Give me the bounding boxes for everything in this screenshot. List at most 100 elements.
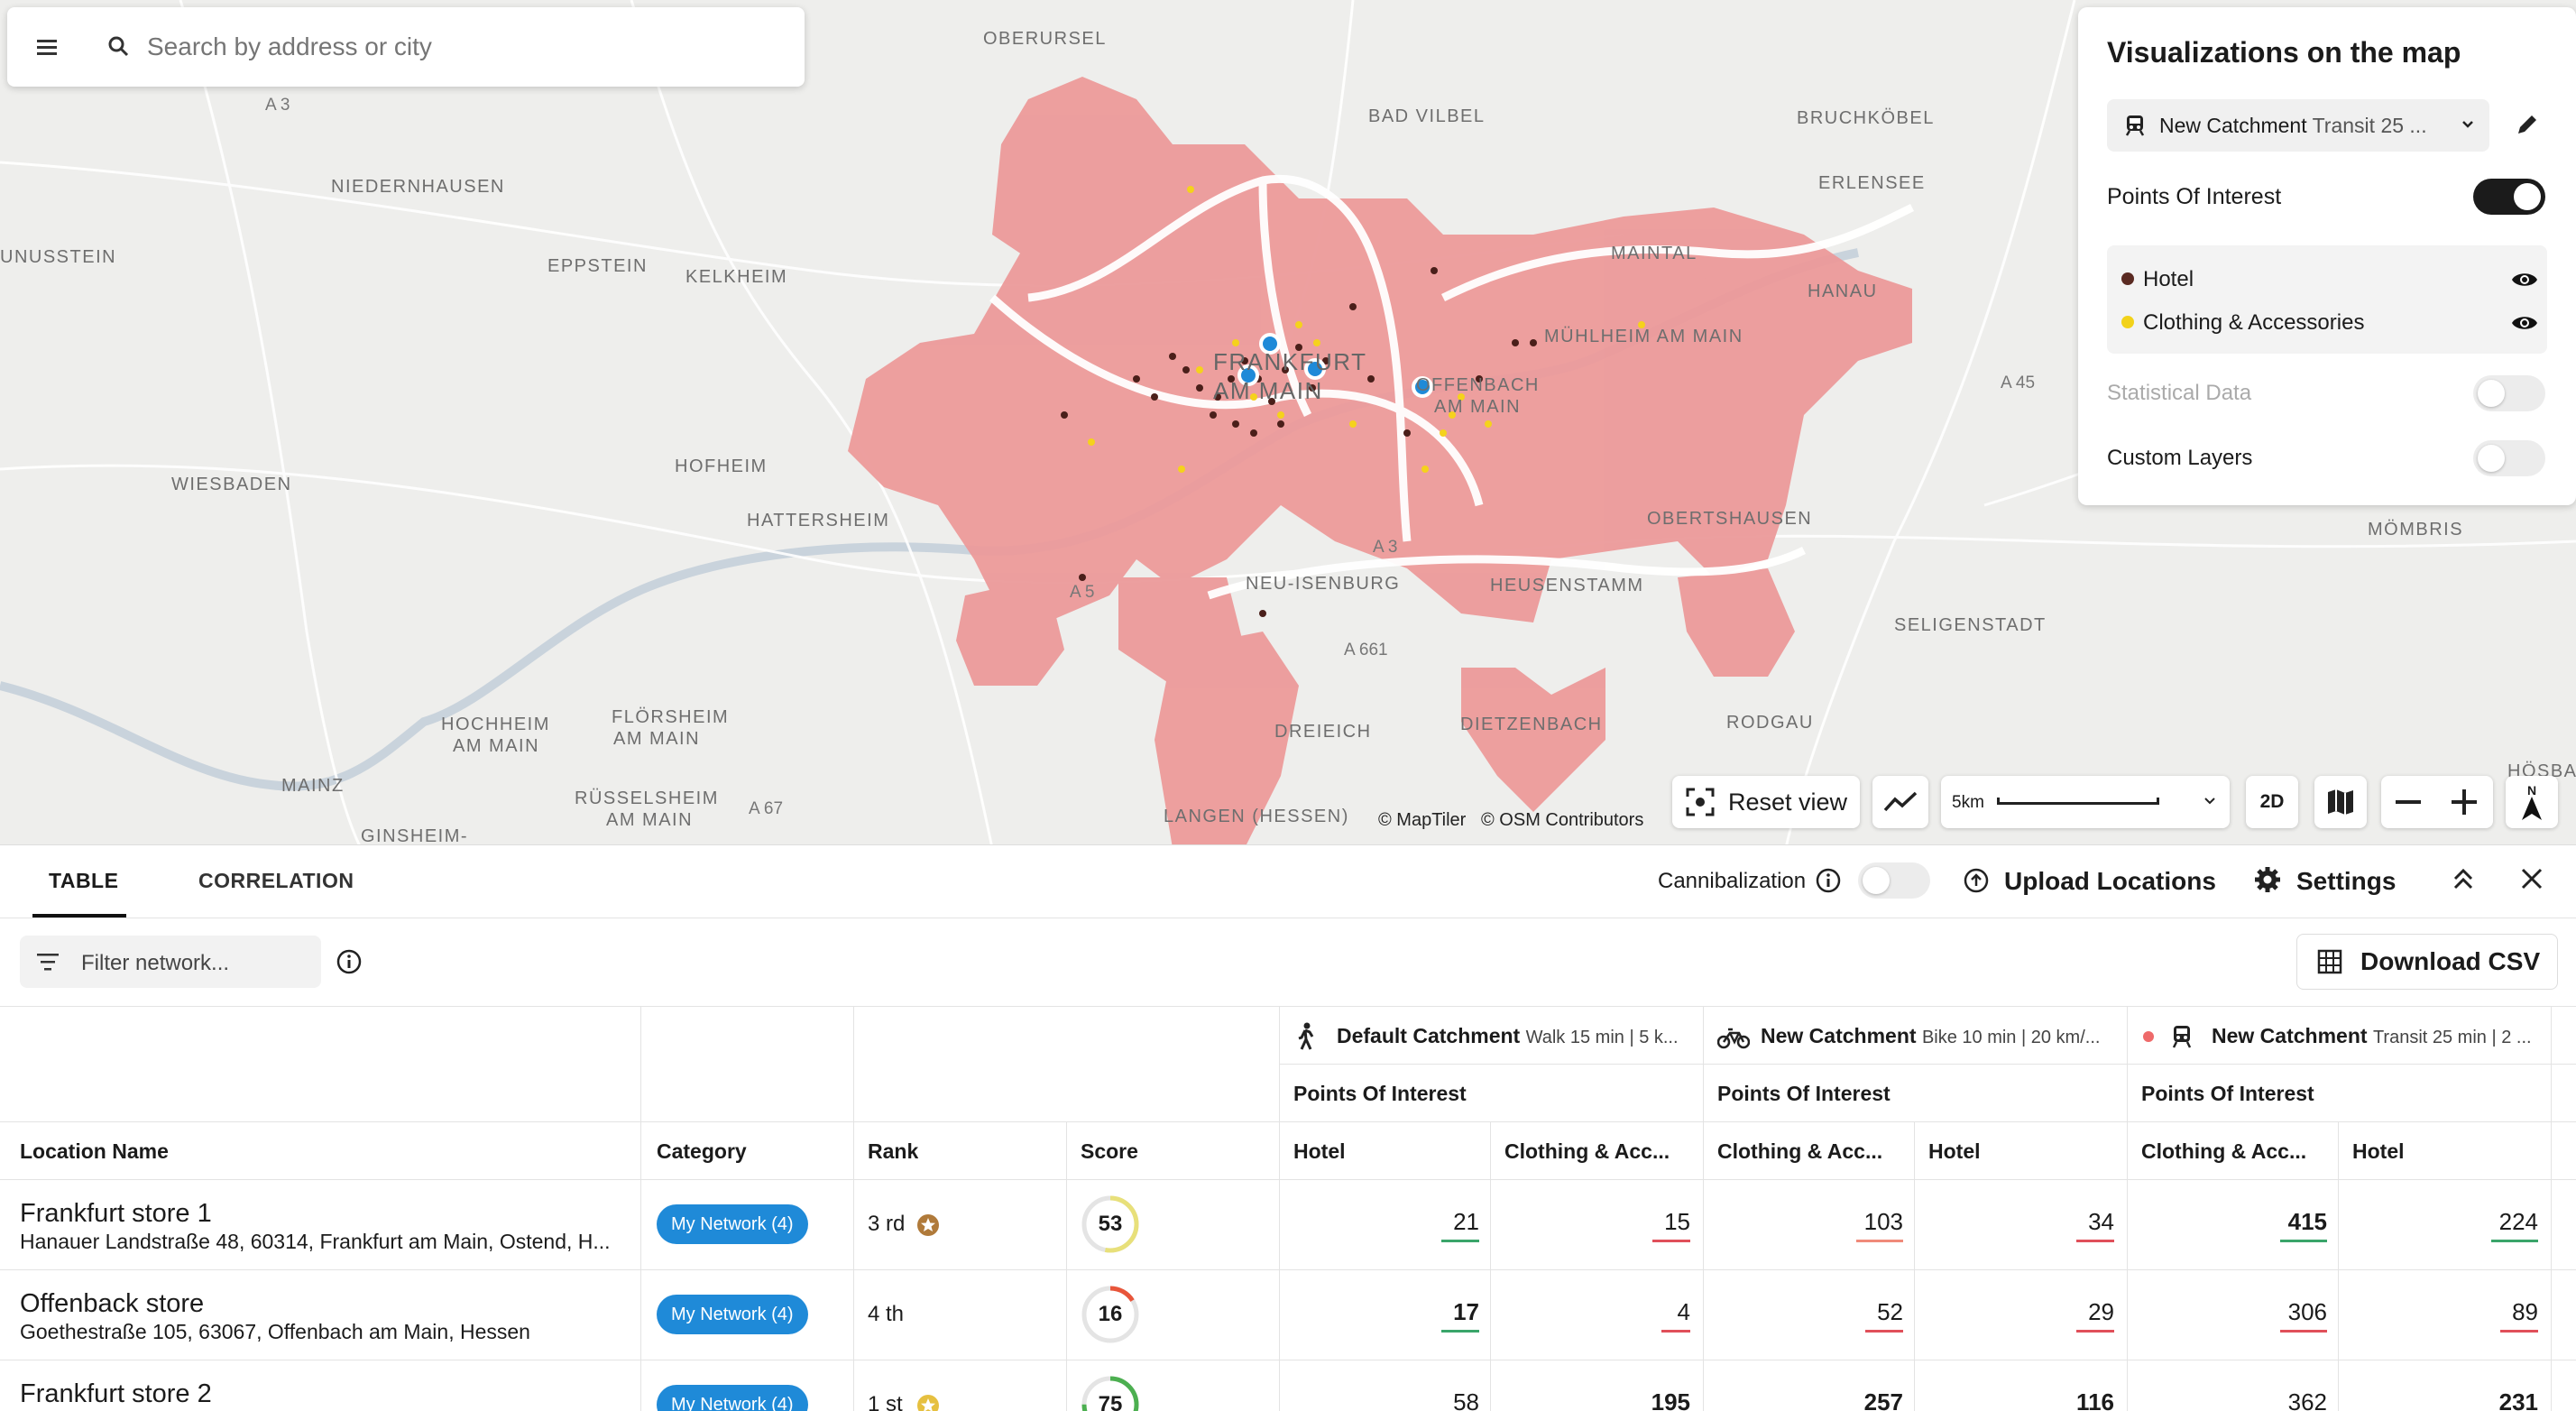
table-divider (1279, 1064, 2576, 1065)
column-divider (853, 1006, 854, 1411)
metric-value: 415 (2246, 1208, 2327, 1242)
metric-number: 116 (2076, 1388, 2114, 1411)
menu-icon[interactable] (34, 34, 60, 60)
eye-icon[interactable] (2511, 312, 2538, 338)
eye-icon[interactable] (2511, 269, 2538, 295)
column-header-hotel[interactable]: Hotel (1293, 1139, 1346, 1163)
metric-value: 52 (1822, 1298, 1903, 1333)
column-header-category[interactable]: Category (657, 1139, 747, 1163)
cannibalization-toggle[interactable] (1858, 862, 1930, 899)
chevron-down-icon (2203, 794, 2217, 813)
location-address: Goethestraße 105, 63067, Offenbach am Ma… (20, 1320, 530, 1343)
poi-toggle[interactable] (2473, 179, 2545, 215)
metric-number: 4 (1677, 1298, 1690, 1325)
road-label: A 5 (1070, 583, 1095, 602)
catchment-header-2: New Catchment Bike 10 min | 20 km/... (1761, 1024, 2118, 1048)
metric-value: 17 (1398, 1298, 1479, 1333)
metric-value: 362 (2246, 1388, 2327, 1411)
metric-underline (2280, 1330, 2327, 1333)
column-header-location[interactable]: Location Name (20, 1139, 169, 1163)
column-divider (2127, 1006, 2128, 1411)
location-name[interactable]: Frankfurt store 1 (20, 1199, 212, 1228)
zoom-out-icon[interactable] (2390, 787, 2426, 817)
town-label: FRANKFURT (1213, 348, 1367, 375)
download-csv-button[interactable]: Download CSV (2296, 934, 2558, 990)
metric-value: 231 (2457, 1388, 2538, 1411)
category-badge[interactable]: My Network (4) (657, 1204, 808, 1244)
compass-button[interactable]: N (2506, 776, 2558, 828)
road-label: A 67 (749, 799, 784, 818)
hotel-dot-icon (2121, 272, 2134, 285)
catchment-detail: Walk 15 min | 5 k... (1525, 1028, 1679, 1047)
metric-underline (2076, 1330, 2114, 1333)
metric-number: 224 (2498, 1208, 2538, 1235)
osm-attribution[interactable]: © OSM Contributors (1481, 810, 1644, 830)
download-csv-label: Download CSV (2360, 947, 2541, 975)
settings-button[interactable]: Settings (2296, 867, 2397, 895)
column-header-clothing[interactable]: Clothing & Acc... (1717, 1139, 1883, 1163)
town-label: BRUCHKÖBEL (1797, 108, 1935, 128)
column-divider (1703, 1006, 1704, 1411)
town-label: KELKHEIM (685, 267, 788, 287)
location-name[interactable]: Offenback store (20, 1289, 205, 1318)
metric-number: 415 (2287, 1208, 2327, 1235)
town-label: RODGAU (1726, 713, 1814, 733)
column-divider (1066, 1121, 1067, 1411)
catchment-name: New Catchment (1761, 1024, 1917, 1047)
town-label: GINSHEIM- (361, 826, 469, 846)
town-label: ERLENSEE (1818, 173, 1926, 193)
custom-layers-toggle[interactable] (2473, 440, 2545, 476)
metric-number: 103 (1863, 1208, 1903, 1235)
category-badge[interactable]: My Network (4) (657, 1295, 808, 1334)
chevron-down-icon (2459, 115, 2477, 138)
trend-icon[interactable] (1872, 776, 1928, 828)
edit-pencil-icon[interactable] (2515, 112, 2540, 142)
collapse-up-icon[interactable] (2450, 865, 2477, 897)
category-badge[interactable]: My Network (4) (657, 1385, 808, 1411)
info-icon[interactable] (336, 948, 363, 980)
town-label: HOFHEIM (675, 456, 768, 476)
metric-number: 362 (2287, 1388, 2327, 1411)
location-name[interactable]: Frankfurt store 2 (20, 1379, 212, 1408)
road-label: A 3 (265, 96, 290, 115)
maptiler-attribution[interactable]: © MapTiler (1378, 810, 1467, 830)
metric-number: 195 (1651, 1388, 1690, 1411)
rank-medal-icon (916, 1394, 940, 1411)
town-label: LANGEN (HESSEN) (1164, 807, 1349, 826)
upload-locations-button[interactable]: Upload Locations (2004, 867, 2216, 895)
column-header-clothing[interactable]: Clothing & Acc... (1504, 1139, 1670, 1163)
town-label: HANAU (1808, 281, 1878, 301)
column-header-hotel[interactable]: Hotel (1928, 1139, 1981, 1163)
column-header-hotel[interactable]: Hotel (2352, 1139, 2405, 1163)
catchment-select[interactable]: New Catchment Transit 25 ... (2107, 99, 2489, 152)
tab-correlation[interactable]: CORRELATION (198, 869, 354, 892)
town-label: AM MAIN (613, 729, 701, 749)
zoom-in-icon[interactable] (2446, 787, 2482, 817)
2d-toggle-button[interactable]: 2D (2246, 776, 2298, 828)
close-icon[interactable] (2520, 867, 2544, 895)
walk-icon (1295, 1022, 1317, 1056)
column-header-score[interactable]: Score (1081, 1139, 1138, 1163)
statistical-data-toggle[interactable] (2473, 375, 2545, 411)
column-header-clothing[interactable]: Clothing & Acc... (2141, 1139, 2307, 1163)
column-divider (640, 1006, 641, 1411)
search-input[interactable] (147, 25, 778, 69)
metric-value: 195 (1609, 1388, 1690, 1411)
scale-select[interactable]: 5km (1941, 776, 2230, 828)
catchment-header-3: New Catchment Transit 25 min | 2 ... (2212, 1024, 2567, 1048)
info-icon[interactable] (1815, 867, 1842, 899)
metric-value: 89 (2457, 1298, 2538, 1333)
tab-table[interactable]: TABLE (49, 869, 119, 892)
map-style-icon[interactable] (2314, 776, 2367, 828)
filter-network-input[interactable]: Filter network... (20, 936, 321, 988)
poi-group-header: Points Of Interest (1717, 1082, 1891, 1105)
catchment-header-1: Default Catchment Walk 15 min | 5 k... (1337, 1024, 1688, 1048)
town-label: HOCHHEIM (441, 715, 550, 734)
metric-underline (2076, 1240, 2114, 1242)
location-address: Hanauer Landstraße 48, 60314, Frankfurt … (20, 1230, 611, 1253)
reset-view-button[interactable]: Reset view (1672, 776, 1860, 828)
search-bar (7, 7, 805, 87)
metric-value: 21 (1398, 1208, 1479, 1242)
column-header-rank[interactable]: Rank (868, 1139, 919, 1163)
search-icon (106, 34, 132, 60)
